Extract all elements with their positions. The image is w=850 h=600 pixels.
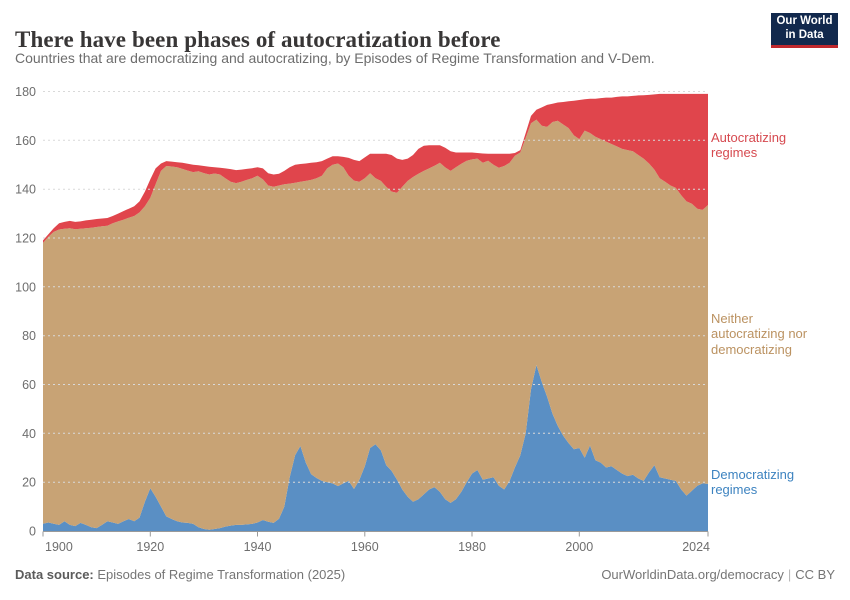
footer-right: OurWorldinData.org/democracy | CC BY (601, 567, 835, 582)
chart-footer: Data source: Episodes of Regime Transfor… (0, 567, 850, 582)
y-tick-label: 160 (15, 134, 36, 148)
owid-link[interactable]: OurWorldinData.org/democracy (601, 567, 784, 582)
series-label-democratizing: Democratizing regimes (711, 467, 847, 498)
x-tick-label: 1960 (351, 540, 379, 554)
x-tick-label: 2024 (682, 540, 710, 554)
y-tick-label: 100 (15, 280, 36, 294)
x-tick-label: 1920 (136, 540, 164, 554)
series-label-line: regimes (711, 145, 758, 161)
x-tick-label: 1900 (45, 540, 73, 554)
y-tick-label: 60 (22, 378, 36, 392)
area-democratizing (43, 365, 708, 531)
area-neither (43, 119, 708, 530)
y-tick-label: 40 (22, 427, 36, 441)
series-label-line: autocratizing nor (711, 326, 808, 342)
data-source: Data source: Episodes of Regime Transfor… (15, 567, 345, 582)
x-tick-label: 1940 (244, 540, 272, 554)
license-badge: CC BY (795, 567, 835, 582)
y-tick-label: 180 (15, 85, 36, 99)
logo-line-1: Our World (776, 15, 833, 28)
series-label-neither: Neither autocratizing nor democratizing (711, 311, 847, 357)
series-label-autocratizing: Autocratizing regimes (711, 130, 847, 161)
page-title: There have been phases of autocratizatio… (15, 27, 501, 53)
y-tick-label: 80 (22, 329, 36, 343)
data-source-value: Episodes of Regime Transformation (2025) (93, 567, 346, 582)
series-label-line: Neither (711, 311, 753, 326)
x-tick-label: 2000 (565, 540, 593, 554)
series-label-line: Democratizing (711, 467, 795, 482)
series-label-line: regimes (711, 482, 758, 498)
data-source-label: Data source: (15, 567, 94, 582)
y-tick-label: 0 (29, 525, 36, 539)
footer-separator: | (787, 567, 792, 582)
owid-logo: Our World in Data (771, 13, 838, 48)
y-tick-label: 140 (15, 183, 36, 197)
logo-line-2: in Data (785, 29, 824, 41)
series-label-line: Autocratizing (711, 130, 787, 145)
x-tick-label: 1980 (458, 540, 486, 554)
series-label-line: democratizing (711, 341, 792, 357)
area-autocratizing (43, 93, 708, 243)
page-subtitle: Countries that are democratizing and aut… (15, 50, 655, 66)
y-tick-label: 120 (15, 232, 36, 246)
y-tick-label: 20 (22, 476, 36, 490)
